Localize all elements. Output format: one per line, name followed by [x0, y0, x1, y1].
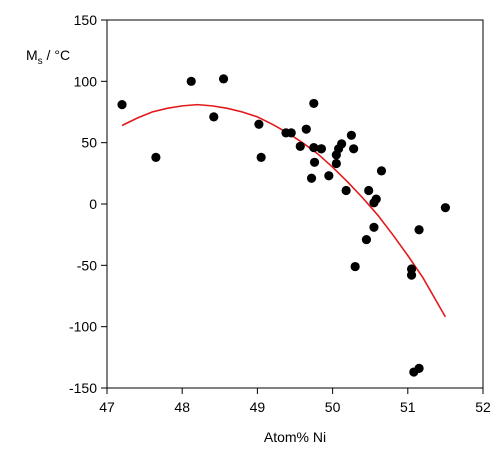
- data-point: [316, 144, 326, 154]
- data-point: [361, 234, 372, 245]
- data-point: [256, 152, 266, 162]
- data-point: [186, 76, 196, 86]
- fit-curve: [121, 103, 447, 318]
- y-axis-title-rest: / °C: [43, 47, 70, 63]
- x-tick-label: 47: [99, 399, 115, 415]
- fit-line-layer: [121, 103, 447, 318]
- data-point: [341, 185, 351, 196]
- y-tick-label: -100: [69, 319, 97, 335]
- data-point: [117, 100, 127, 110]
- y-tick-label: 50: [81, 135, 97, 151]
- data-point: [369, 222, 379, 232]
- plot-frame: [106, 19, 484, 389]
- y-tick-label: -50: [77, 257, 97, 273]
- data-point: [286, 128, 296, 138]
- data-point: [209, 112, 219, 122]
- y-axis-title-main: M: [26, 47, 38, 63]
- data-point: [371, 194, 381, 204]
- data-point: [364, 185, 374, 196]
- x-tick-label: 49: [250, 399, 266, 415]
- data-point: [440, 203, 450, 213]
- y-axis-title-subscript: s: [38, 56, 43, 67]
- data-point: [295, 141, 305, 151]
- data-point: [350, 261, 360, 272]
- y-tick-label: -150: [69, 380, 97, 396]
- x-tick-label: 50: [325, 399, 341, 415]
- data-point: [254, 119, 264, 129]
- y-tick-label: 100: [74, 73, 98, 89]
- data-point: [346, 130, 356, 140]
- y-axis-title: Ms / °C: [26, 47, 70, 67]
- y-tick-label: 150: [74, 12, 98, 28]
- data-point: [218, 74, 229, 84]
- x-tick-label: 52: [475, 399, 491, 415]
- x-axis-title: Atom% Ni: [264, 429, 326, 445]
- data-point: [301, 124, 311, 134]
- data-point: [376, 166, 387, 176]
- data-point: [337, 139, 347, 149]
- x-tick-label: 51: [400, 399, 416, 415]
- data-point: [309, 98, 319, 109]
- ticks-layer: 47 48 49 50 51 52 -150 -100 -50 0 50 100 150: [69, 12, 491, 415]
- data-point: [151, 152, 161, 162]
- data-point: [309, 157, 320, 167]
- data-point: [306, 173, 317, 183]
- x-tick-label: 48: [174, 399, 190, 415]
- data-point: [324, 171, 334, 181]
- y-tick-label: 0: [89, 196, 97, 212]
- data-point: [414, 225, 424, 235]
- data-point: [349, 144, 359, 154]
- data-point: [414, 363, 424, 373]
- data-point: [309, 142, 319, 153]
- data-point: [406, 270, 417, 280]
- data-point: [331, 158, 341, 169]
- data-points-layer: [117, 74, 450, 377]
